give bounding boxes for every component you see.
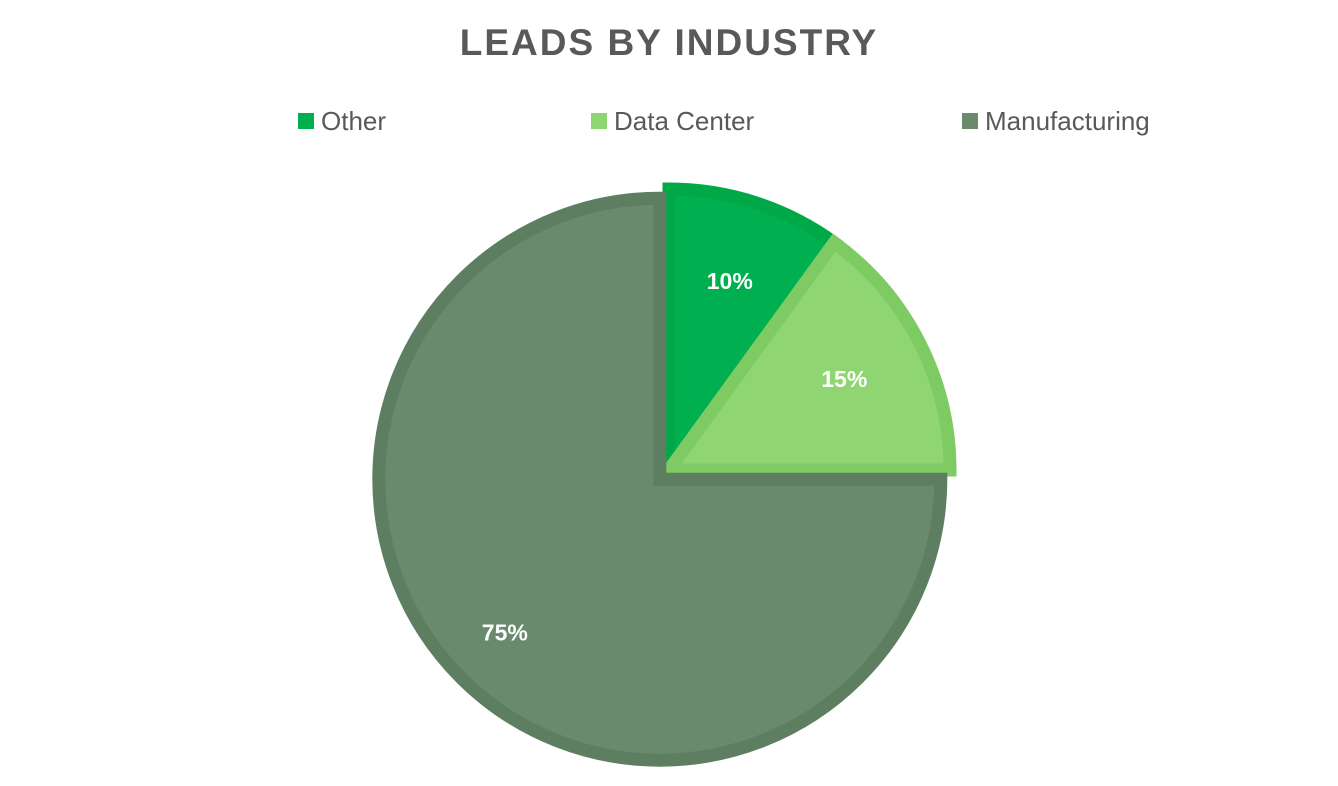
- legend-item-data-center: Data Center: [591, 104, 754, 138]
- pie-slice-manufacturing: [372, 191, 948, 767]
- legend-item-other: Other: [298, 104, 386, 138]
- legend-swatch-data-center: [591, 113, 607, 129]
- chart-title: LEADS BY INDUSTRY: [459, 22, 879, 63]
- legend-label-other: Other: [321, 105, 387, 136]
- legend-label-manufacturing: Manufacturing: [985, 105, 1150, 136]
- legend-swatch-manufacturing: [962, 113, 978, 129]
- legend-item-manufacturing: Manufacturing: [962, 104, 1150, 138]
- data-label-other: 10%: [707, 268, 753, 294]
- legend-label-data-center: Data Center: [614, 105, 755, 136]
- data-label-data-center: 15%: [821, 366, 867, 392]
- data-label-manufacturing: 75%: [482, 619, 528, 645]
- legend: Other Data Center Manufacturing: [0, 104, 1338, 138]
- pie-slice-other: [662, 182, 844, 491]
- legend-swatch-other: [298, 113, 314, 129]
- pie-slice-data-center: [656, 233, 957, 477]
